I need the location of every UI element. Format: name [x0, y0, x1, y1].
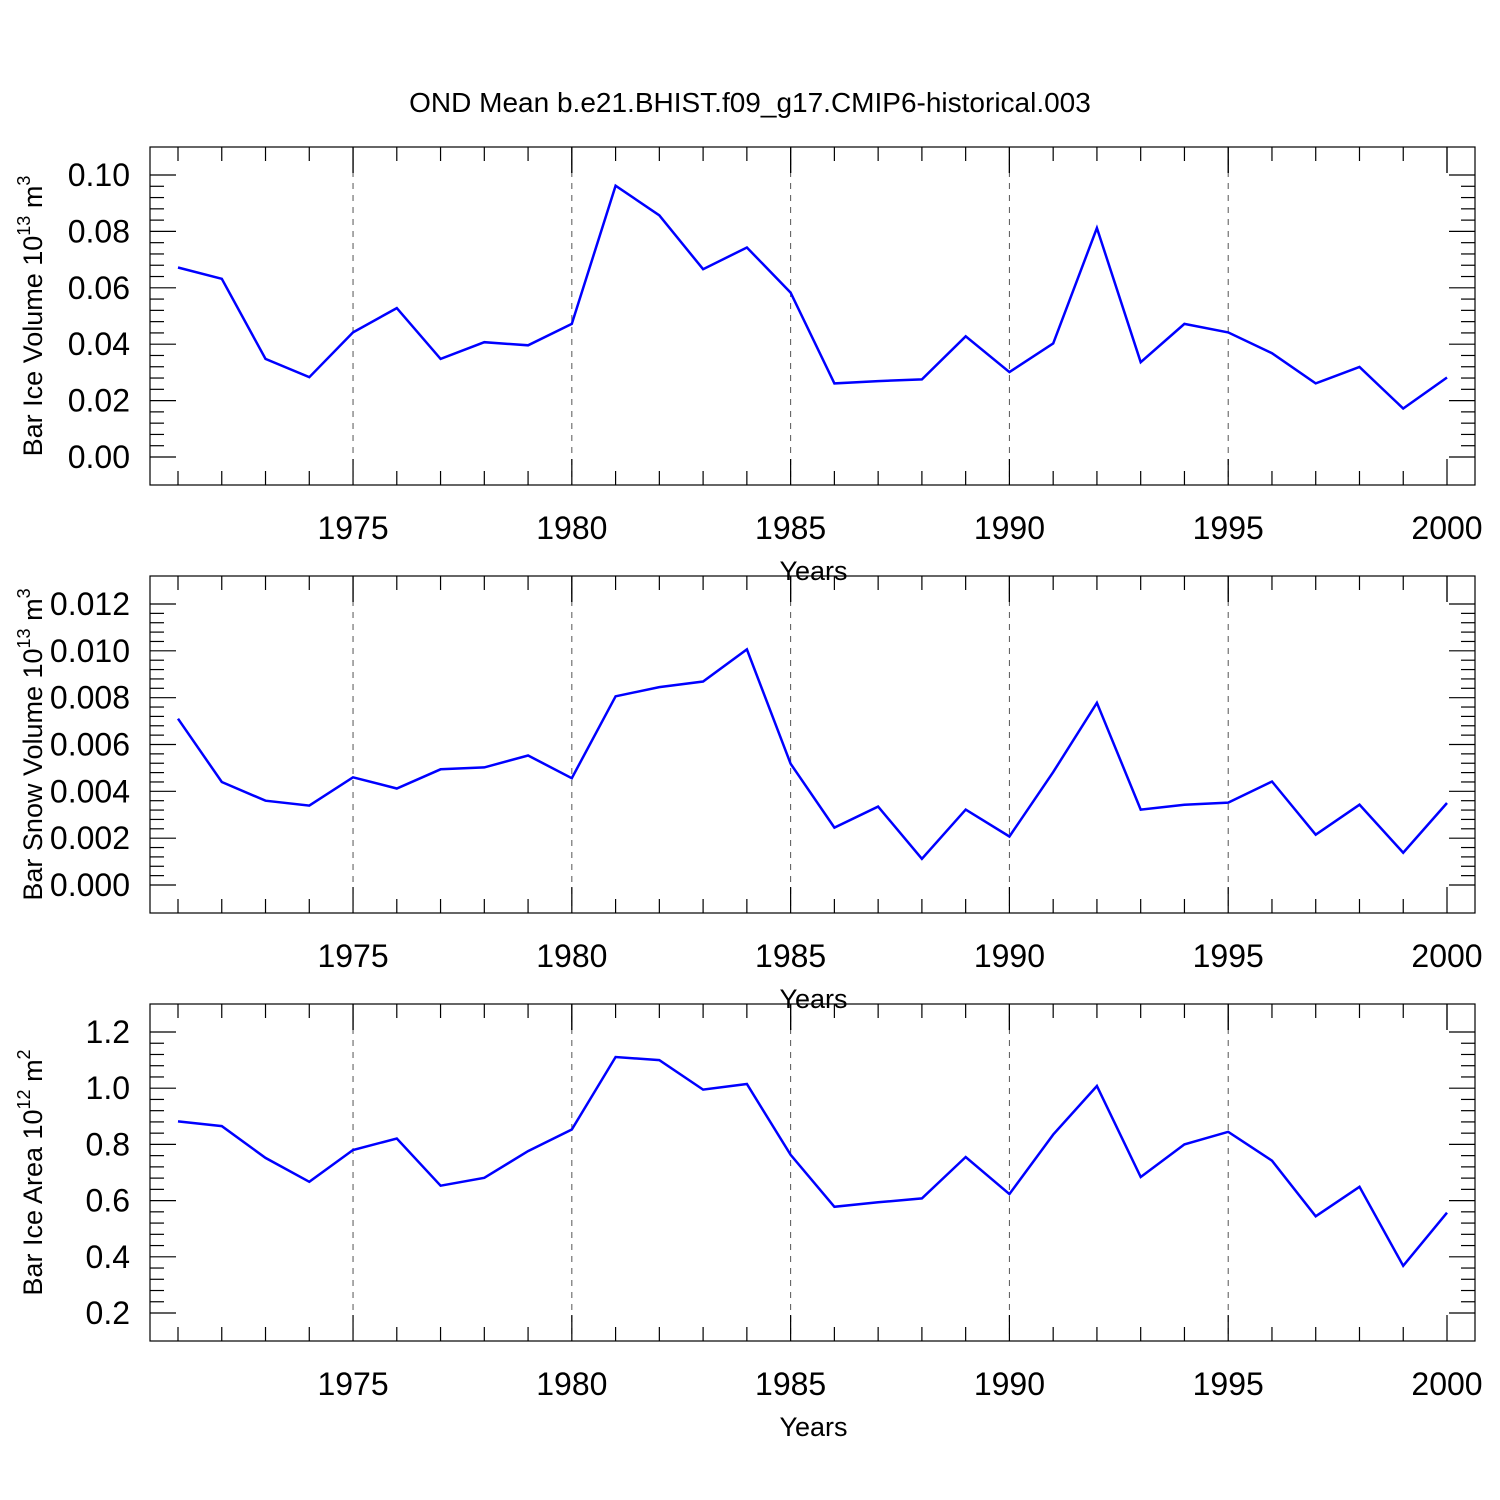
x-tick-label: 1975: [317, 938, 388, 974]
x-axis-label: Years: [779, 984, 847, 1014]
y-tick-label: 0.006: [50, 727, 130, 763]
y-tick-label: 0.002: [50, 820, 130, 856]
y-tick-label: 0.00: [68, 439, 130, 475]
x-tick-label: 1980: [536, 938, 607, 974]
x-tick-label: 1975: [317, 1366, 388, 1402]
series-line: [176, 647, 1448, 861]
y-tick-label: 0.2: [86, 1295, 130, 1331]
series-line: [177, 183, 1448, 411]
y-tick-label: 0.4: [86, 1239, 130, 1275]
x-tick-label: 1990: [974, 938, 1045, 974]
x-tick-label: 2000: [1411, 510, 1482, 546]
series-line: [177, 1055, 1448, 1269]
panel-3: 0.2 0.4 0.6 0.8 1.0 1.2 1975 1980 1985 1990 1995 20…: [14, 1003, 1483, 1442]
plot-frame: [149, 575, 1476, 914]
y-tick-label: 1.2: [86, 1014, 130, 1050]
y-tick-label: 0.02: [68, 383, 130, 419]
y-axis-label: Bar Ice Volume 1013 m3: [14, 176, 48, 457]
x-tick-label: 1980: [536, 1366, 607, 1402]
y-tick-label: 1.0: [86, 1070, 130, 1106]
y-tick-label: 0.6: [86, 1183, 130, 1219]
x-tick-label: 1990: [974, 510, 1045, 546]
plot-frame: [149, 146, 1476, 486]
y-axis-label: Bar Snow Volume 1013 m3: [14, 588, 48, 900]
x-tick-label: 1995: [1193, 510, 1264, 546]
x-tick-label: 1990: [974, 1366, 1045, 1402]
panel-2: 0.000 0.002 0.004 0.006 0.008 0.010 0.012 1975 1…: [14, 575, 1483, 1014]
chart-title: OND Mean b.e21.BHIST.f09_g17.CMIP6-histo…: [409, 87, 1091, 118]
x-tick-label: 1985: [755, 938, 826, 974]
plot-frame: [149, 1003, 1476, 1342]
x-tick-label: 1975: [317, 510, 388, 546]
panel-1: 0.00 0.02 0.04 0.06 0.08 0.10 1975 1980 1985 1990…: [14, 146, 1483, 586]
x-tick-label: 2000: [1411, 938, 1482, 974]
y-tick-label: 0.8: [86, 1126, 130, 1162]
x-tick-label: 1985: [755, 510, 826, 546]
y-tick-label: 0.08: [68, 213, 130, 249]
y-tick-label: 0.010: [50, 633, 130, 669]
y-tick-label: 0.10: [68, 157, 130, 193]
y-tick-label: 0.004: [50, 773, 130, 809]
x-tick-label: 2000: [1411, 1366, 1482, 1402]
y-tick-label: 0.000: [50, 867, 130, 903]
x-tick-label: 1980: [536, 510, 607, 546]
y-tick-label: 0.012: [50, 586, 130, 622]
x-axis-label: Years: [779, 1412, 847, 1442]
x-axis-label: Years: [779, 556, 847, 586]
y-tick-label: 0.06: [68, 270, 130, 306]
x-tick-label: 1985: [755, 1366, 826, 1402]
y-axis-label: Bar Ice Area 1012 m2: [14, 1049, 48, 1295]
x-tick-label: 1995: [1193, 938, 1264, 974]
y-tick-label: 0.04: [68, 326, 130, 362]
x-tick-label: 1995: [1193, 1366, 1264, 1402]
y-tick-label: 0.008: [50, 680, 130, 716]
